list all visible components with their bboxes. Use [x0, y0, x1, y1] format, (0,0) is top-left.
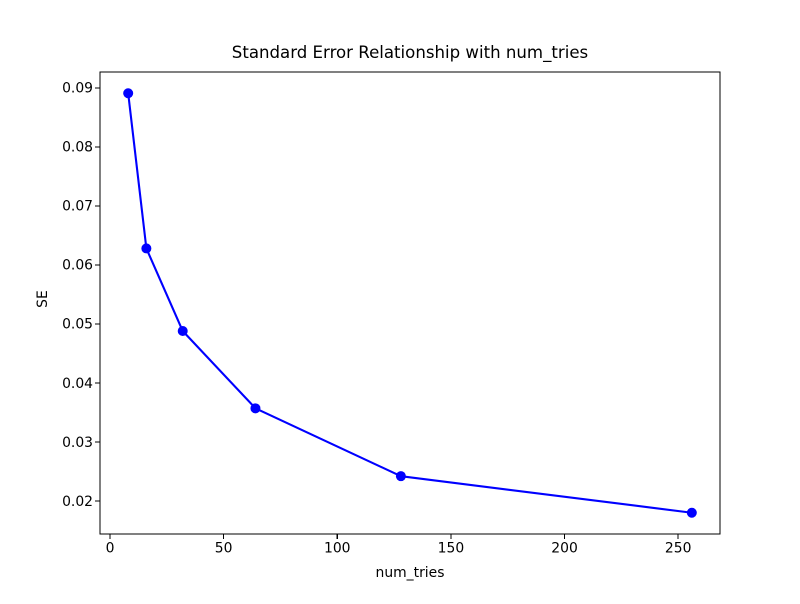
x-tick-label: 200 — [551, 541, 578, 557]
y-tick-label: 0.05 — [62, 317, 93, 333]
y-tick-label: 0.03 — [62, 435, 93, 451]
y-tick-label: 0.02 — [62, 494, 93, 510]
data-line — [127, 92, 693, 514]
x-tick-label: 50 — [215, 541, 233, 557]
y-tick-label: 0.09 — [62, 81, 93, 97]
y-axis-label: SE — [35, 290, 51, 308]
x-tick-label: 250 — [665, 541, 692, 557]
data-point — [177, 326, 188, 337]
data-point — [141, 243, 152, 254]
x-axis-label: num_tries — [376, 565, 445, 581]
data-point — [395, 471, 406, 482]
plot-area: 0 50 100 150 200 250 0.02 0.03 0.04 0.05 0.06 0.07 0… — [62, 71, 721, 557]
axes-frame — [99, 71, 721, 535]
y-tick-label: 0.07 — [62, 199, 93, 215]
data-point — [686, 507, 697, 518]
data-point — [250, 403, 261, 414]
data-point — [123, 88, 134, 99]
y-tick-label: 0.04 — [62, 376, 93, 392]
x-tick-label: 150 — [438, 541, 465, 557]
chart-title: Standard Error Relationship with num_tri… — [232, 43, 588, 63]
y-tick-label: 0.08 — [62, 140, 93, 156]
x-tick-label: 100 — [324, 541, 351, 557]
y-tick-label: 0.06 — [62, 258, 93, 274]
x-tick-label: 0 — [106, 541, 115, 557]
